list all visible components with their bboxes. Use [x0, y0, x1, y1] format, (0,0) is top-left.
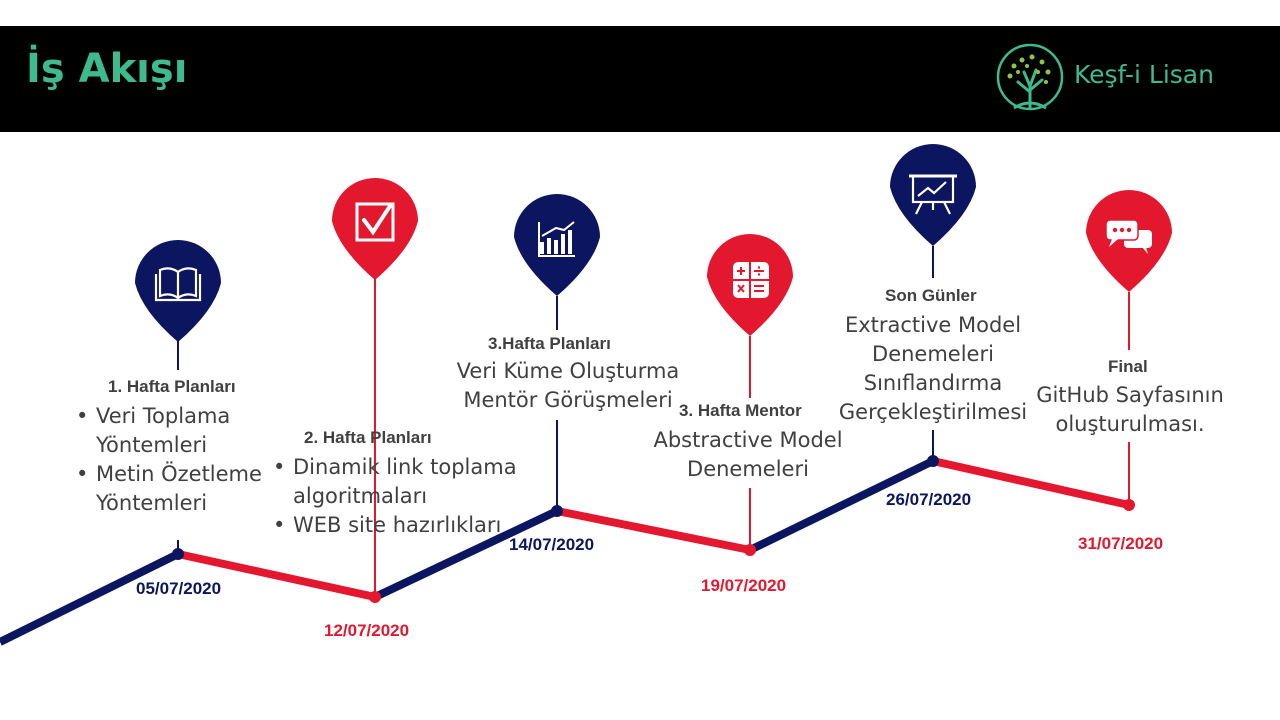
presentation-board-icon [909, 174, 957, 215]
timeline-segment-4 [556, 507, 751, 554]
milestone-4-heading: 3. Hafta Mentor [679, 401, 802, 420]
book-icon [154, 267, 202, 302]
milestone-6-line-2: oluşturulması. [1055, 412, 1205, 436]
milestone-5-text: Extractive Model Denemeleri Sınıflandırm… [838, 311, 1028, 427]
milestone-5-line-4: Gerçekleştirilmesi [838, 400, 1028, 424]
milestone-5-line-2: Denemeleri [872, 342, 994, 366]
milestone-1-item-1-line-1: Veri Toplama [96, 404, 231, 428]
timeline-segment-2 [177, 550, 376, 601]
milestone-1-item-1-line-2: Yöntemleri [96, 433, 208, 457]
timeline-point-3 [551, 505, 563, 517]
milestone-6-text: GitHub Sayfasının oluşturulması. [1030, 381, 1230, 439]
milestone-3-text: Veri Küme Oluşturma Mentör Görüşmeleri [453, 357, 683, 415]
logo: Keşf-i Lisan [994, 42, 1244, 116]
pin-2 [332, 178, 418, 280]
milestone-2-date: 12/07/2020 [324, 621, 410, 640]
milestone-5-heading: Son Günler [885, 286, 977, 305]
milestone-1-item: Veri Toplama Yöntemleri [76, 402, 262, 460]
logo-text: Keşf-i Lisan [1074, 60, 1214, 89]
pin-6 [1086, 190, 1172, 292]
pin-3 [514, 194, 600, 296]
milestone-4-text: Abstractive Model Denemeleri [648, 426, 848, 484]
timeline-segment-6 [932, 457, 1130, 509]
milestone-2-item-2-line-1: WEB site hazırlıkları [293, 513, 502, 537]
milestone-6-heading: Final [1108, 357, 1148, 376]
pin-1 [135, 240, 221, 342]
milestone-4-line-2: Denemeleri [687, 457, 809, 481]
milestone-2-item-1-line-2: algoritmaları [293, 484, 428, 508]
pin-5 [890, 144, 976, 246]
calculator-icon [733, 262, 769, 298]
milestone-2-item-1-line-1: Dinamik link toplama [293, 455, 517, 479]
timeline-point-2 [369, 591, 381, 603]
timeline-segment-3 [373, 507, 559, 601]
milestone-6-line-1: GitHub Sayfasının [1036, 383, 1224, 407]
chat-bubbles-icon [1105, 219, 1152, 254]
timeline-segment-1 [0, 550, 180, 646]
milestone-1-date: 05/07/2020 [136, 579, 222, 598]
timeline-segment-5 [748, 457, 935, 554]
milestone-1-heading: 1. Hafta Planları [108, 377, 236, 396]
pin-4 [707, 234, 793, 336]
milestone-4-date: 19/07/2020 [701, 576, 787, 595]
milestone-6-date: 31/07/2020 [1078, 534, 1164, 553]
timeline-point-6 [1123, 499, 1135, 511]
tree-logo-icon [996, 43, 1064, 111]
milestone-2-list: Dinamik link toplama algoritmaları WEB si… [273, 453, 517, 540]
timeline-point-5 [927, 455, 939, 467]
milestone-1-list: Veri Toplama Yöntemleri Metin Özetleme Yön… [76, 402, 262, 518]
milestone-3-line-2: Mentör Görüşmeleri [463, 388, 673, 412]
milestone-5-line-1: Extractive Model [844, 313, 1022, 337]
timeline-point-4 [744, 544, 756, 556]
timeline-point-1 [172, 548, 184, 560]
checkbox-icon [355, 202, 395, 242]
header-bar: İş Akışı Keşf-i Lisan [0, 26, 1280, 132]
milestone-2-item: Dinamik link toplama algoritmaları [273, 453, 517, 511]
page-title: İş Akışı [26, 46, 188, 92]
milestone-2-item: WEB site hazırlıkları [273, 511, 517, 540]
milestone-1-item-2-line-1: Metin Özetleme [96, 462, 262, 486]
milestone-5-line-3: Sınıflandırma [863, 371, 1003, 395]
milestone-5-date: 26/07/2020 [886, 490, 972, 509]
milestone-3-date: 14/07/2020 [509, 535, 595, 554]
milestone-3-line-1: Veri Küme Oluşturma [456, 359, 680, 383]
milestone-2-heading: 2. Hafta Planları [304, 428, 432, 447]
milestone-1-item-2-line-2: Yöntemleri [96, 491, 208, 515]
milestone-4-line-1: Abstractive Model [653, 428, 843, 452]
milestone-3-heading: 3.Hafta Planları [488, 334, 611, 353]
bar-chart-icon [538, 221, 575, 257]
milestone-1-item: Metin Özetleme Yöntemleri [76, 460, 262, 518]
